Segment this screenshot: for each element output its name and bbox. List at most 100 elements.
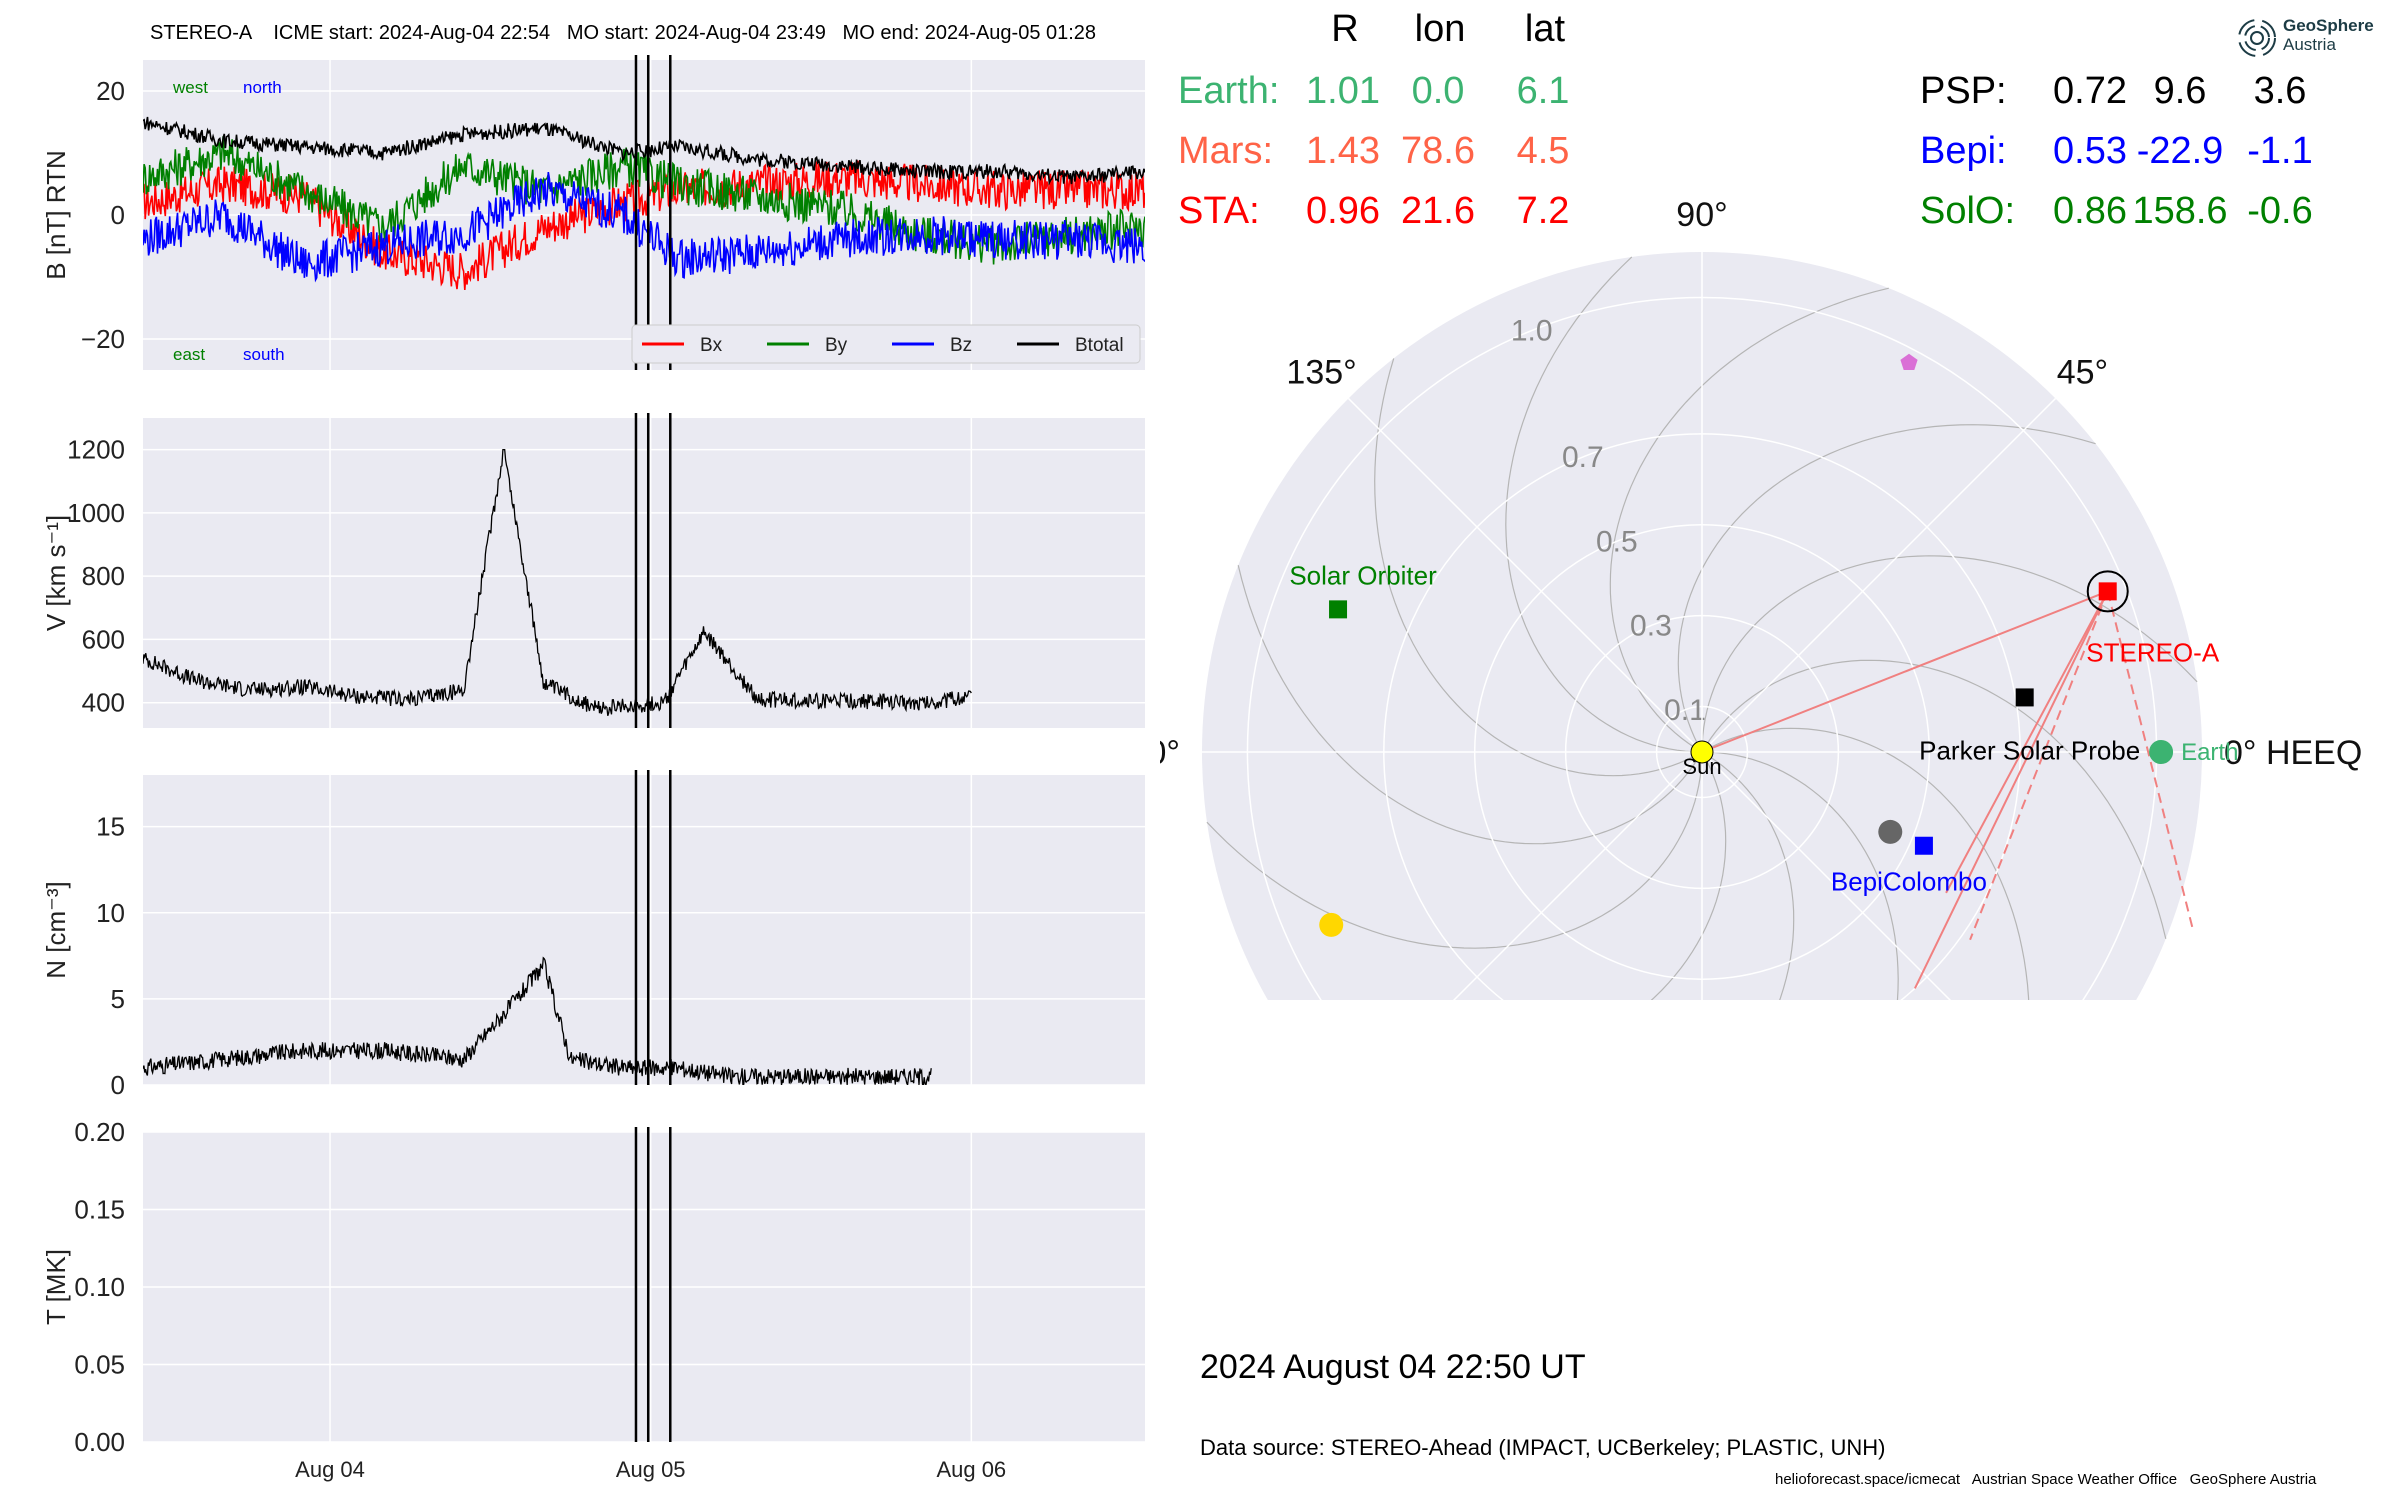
panel-data [143, 448, 972, 716]
stereo-a-marker [2098, 582, 2117, 601]
series-line-data [143, 956, 932, 1085]
series-line-data [143, 448, 972, 716]
x-tick-label: Aug 04 [295, 1457, 365, 1482]
logo-swirl-icon [2238, 19, 2276, 57]
table-row-solo-lon: 158.6 [2132, 190, 2228, 232]
angular-spoke [1452, 751, 1703, 1000]
parker-spiral-line [1701, 751, 1899, 1000]
y-tick-label: 1000 [67, 498, 125, 528]
radial-label: 0.7 [1562, 441, 1604, 474]
stereo-a-label: STEREO-A [2086, 637, 2220, 667]
y-tick-label: 0.10 [74, 1272, 125, 1302]
table-row-mars-name: Mars: [1178, 130, 1273, 172]
y-axis-label: B [nT] RTN [41, 150, 71, 280]
earth-marker [2149, 740, 2174, 764]
timeseries-panel-3: 15 10 5 0 N [cm⁻³] [41, 770, 1145, 1100]
table-row-solo-R: 0.86 [2053, 190, 2127, 232]
table-row-mars-lat: 4.5 [1516, 130, 1570, 172]
sta-cme-line [1945, 590, 2109, 894]
table-row-mars-R: 1.43 [1306, 130, 1380, 172]
bepicolombo-label: BepiColombo [1831, 867, 1987, 897]
table-row-bepi-R: 0.53 [2053, 130, 2127, 172]
y-tick-label: 20 [96, 76, 125, 106]
y-tick-label: 400 [82, 688, 125, 718]
y-tick-label: 0 [111, 200, 125, 230]
earth-label: Earth [2181, 739, 2238, 766]
x-tick-label: Aug 05 [616, 1457, 686, 1482]
timeseries-panel-2: 1200 1000 800 600 400 V [km s⁻¹] [41, 413, 1145, 728]
table-row-mars-lon: 78.6 [1401, 130, 1475, 172]
legend-box [631, 324, 1141, 364]
parker-spiral-line [1677, 424, 2096, 753]
series-line-bz [143, 171, 1145, 283]
y-axis-label: V [km s⁻¹] [41, 515, 71, 631]
table-row-solo-name: SolO: [1920, 190, 2016, 232]
legend-label-bz: Bz [950, 335, 972, 356]
y-tick-label: 10 [96, 898, 125, 928]
y-tick-label: 15 [96, 812, 125, 842]
credits: helioforecast.space/icmecat Austrian Spa… [1775, 1471, 2317, 1488]
y-tick-label: 0 [111, 1070, 125, 1100]
table-row-bepi-lon: -22.9 [2136, 130, 2224, 172]
table-header-lon: lon [1414, 8, 1466, 50]
timestamp: 2024 August 04 22:50 UT [1200, 1348, 1586, 1386]
panel-background [143, 775, 1145, 1085]
legend-label-btotal: Btotal [1075, 335, 1124, 356]
y-tick-label: 0.05 [74, 1350, 125, 1380]
solar-orbiter-label: Solar Orbiter [1289, 560, 1437, 590]
y-tick-label: 1200 [67, 435, 125, 465]
angle-label: 0° HEEQ [2224, 734, 2362, 772]
timeseries-header: STEREO-A ICME start: 2024-Aug-04 22:54 M… [150, 22, 1097, 44]
sta-cme-line [2106, 591, 2195, 932]
angle-label: 90° [1676, 196, 1727, 234]
parker-spiral-line [1206, 751, 1703, 949]
sta-cme-line [1914, 590, 2109, 989]
angular-spoke [1701, 397, 2057, 753]
table-row-bepi-lat: -1.1 [2247, 130, 2313, 172]
radial-label: 1.0 [1511, 315, 1553, 348]
radial-label: 0.5 [1596, 525, 1638, 558]
sun-label: Sun [1682, 754, 1721, 779]
table-row-psp-name: PSP: [1920, 70, 2007, 112]
table-row-sta-name: STA: [1178, 190, 1260, 232]
logo-name: GeoSphere [2283, 16, 2374, 35]
parker-spiral-line [1609, 287, 1889, 753]
y-tick-label: 0.15 [74, 1195, 125, 1225]
y-axis-label: T [MK] [41, 1249, 71, 1325]
annotation-west: west [172, 78, 208, 97]
table-row-earth-lat: 6.1 [1516, 70, 1570, 112]
panel-data [143, 956, 932, 1085]
annotation-south: south [243, 345, 285, 364]
body-7-marker [1319, 912, 1344, 937]
parker-spiral-line [1701, 659, 2167, 939]
stereo-a-ring [2086, 570, 2129, 613]
parker-spiral-line [1650, 751, 1727, 1000]
table-row-sta-lat: 7.2 [1516, 190, 1570, 232]
data-source: Data source: STEREO-Ahead (IMPACT, UCBer… [1200, 1435, 1886, 1460]
parker-spiral-line [1701, 751, 1795, 1000]
table-row-earth-lon: 0.0 [1411, 70, 1465, 112]
y-axis-label: N [cm⁻³] [41, 881, 71, 979]
logo-sub: Austria [2283, 35, 2336, 54]
series-line-by [143, 136, 1145, 265]
pentagon-marker [1900, 353, 1918, 370]
table-header-lat: lat [1524, 8, 1566, 50]
solar-orbiter-marker [1329, 600, 1348, 619]
table-row-earth-R: 1.01 [1306, 70, 1380, 112]
body-6-marker [1878, 819, 1903, 844]
bepicolombo-marker [1914, 836, 1933, 855]
annotation-north: north [243, 78, 282, 97]
x-tick-label: Aug 06 [936, 1457, 1006, 1482]
legend-label-bx: Bx [700, 335, 723, 356]
series-line-btotal [143, 116, 1145, 186]
parker-spiral-line [1505, 256, 1703, 753]
angle-label: 45° [2057, 354, 2108, 392]
panel-background [143, 418, 1145, 728]
table-row-psp-R: 0.72 [2053, 70, 2127, 112]
polar-position-plot: 0.1 0.3 0.5 0.7 1.0 0° HEEQ 45° 90° 135° +/- 180°… [1160, 196, 2362, 1000]
annotation-east: east [173, 345, 205, 364]
timeseries-panel-1: 20 0 −20 B [nT] RTN west north east south Bx By Bz… [41, 55, 1145, 370]
sun-marker [1690, 740, 1714, 764]
table-row-psp-lat: 3.6 [2253, 70, 2307, 112]
legend: Bx By Bz Btotal [631, 324, 1141, 364]
